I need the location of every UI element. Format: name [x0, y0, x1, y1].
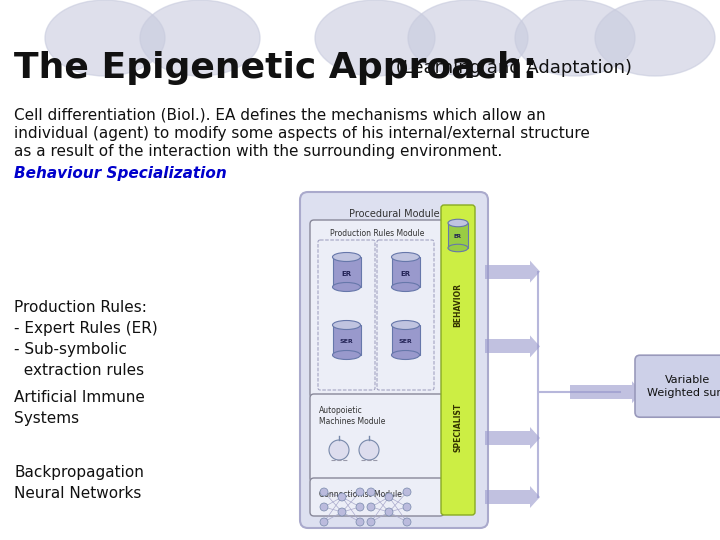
Ellipse shape: [392, 350, 420, 360]
Ellipse shape: [333, 350, 361, 360]
Ellipse shape: [333, 282, 361, 292]
Text: (Learning and Adaptation): (Learning and Adaptation): [390, 59, 632, 77]
Circle shape: [403, 488, 411, 496]
Ellipse shape: [45, 0, 165, 76]
FancyBboxPatch shape: [635, 355, 720, 417]
FancyBboxPatch shape: [448, 223, 468, 248]
Text: ER: ER: [341, 271, 351, 276]
Polygon shape: [530, 261, 540, 282]
Polygon shape: [530, 427, 540, 449]
Text: Artificial Immune
Systems: Artificial Immune Systems: [14, 390, 145, 426]
Circle shape: [385, 493, 393, 501]
FancyBboxPatch shape: [333, 257, 361, 287]
Circle shape: [356, 503, 364, 511]
Text: Connectionist Module: Connectionist Module: [319, 490, 402, 499]
FancyBboxPatch shape: [392, 325, 420, 355]
Circle shape: [338, 493, 346, 501]
Circle shape: [320, 488, 328, 496]
Text: Cell differentiation (Biol.). EA defines the mechanisms which allow an: Cell differentiation (Biol.). EA defines…: [14, 108, 546, 123]
Polygon shape: [530, 335, 540, 357]
Text: SER: SER: [340, 339, 354, 344]
Ellipse shape: [315, 0, 435, 76]
Circle shape: [329, 440, 349, 460]
FancyBboxPatch shape: [485, 490, 530, 504]
FancyBboxPatch shape: [485, 431, 530, 445]
Circle shape: [403, 518, 411, 526]
Circle shape: [320, 518, 328, 526]
Ellipse shape: [392, 282, 420, 292]
FancyBboxPatch shape: [441, 205, 475, 515]
Ellipse shape: [392, 253, 420, 261]
Text: individual (agent) to modify some aspects of his internal/external structure: individual (agent) to modify some aspect…: [14, 126, 590, 141]
Text: Procedural Module: Procedural Module: [348, 209, 439, 219]
Text: .: .: [162, 166, 167, 181]
Polygon shape: [530, 486, 540, 508]
Circle shape: [367, 503, 375, 511]
FancyBboxPatch shape: [333, 325, 361, 355]
FancyBboxPatch shape: [485, 340, 530, 353]
Circle shape: [359, 440, 379, 460]
Ellipse shape: [448, 244, 468, 252]
Ellipse shape: [448, 219, 468, 227]
Ellipse shape: [408, 0, 528, 76]
FancyBboxPatch shape: [392, 257, 420, 287]
Text: SPECIALIST: SPECIALIST: [454, 402, 462, 451]
FancyBboxPatch shape: [485, 265, 530, 279]
Circle shape: [367, 518, 375, 526]
Polygon shape: [632, 381, 642, 403]
Ellipse shape: [595, 0, 715, 76]
Ellipse shape: [515, 0, 635, 76]
Text: Autopoietic
Machines Module: Autopoietic Machines Module: [319, 406, 385, 426]
Text: SER: SER: [399, 339, 413, 344]
Text: ER: ER: [400, 271, 410, 276]
Text: ER: ER: [454, 234, 462, 239]
FancyBboxPatch shape: [310, 478, 444, 516]
FancyBboxPatch shape: [310, 220, 444, 398]
Text: Production Rules:
- Expert Rules (ER)
- Sub-symbolic
  extraction rules: Production Rules: - Expert Rules (ER) - …: [14, 300, 158, 378]
Circle shape: [338, 508, 346, 516]
Text: Production Rules Module: Production Rules Module: [330, 230, 424, 239]
Circle shape: [356, 518, 364, 526]
FancyBboxPatch shape: [300, 192, 488, 528]
FancyBboxPatch shape: [310, 394, 444, 482]
Text: as a result of the interaction with the surrounding environment.: as a result of the interaction with the …: [14, 144, 503, 159]
FancyBboxPatch shape: [570, 385, 632, 399]
Ellipse shape: [140, 0, 260, 76]
Circle shape: [320, 503, 328, 511]
Circle shape: [385, 508, 393, 516]
Circle shape: [367, 488, 375, 496]
Text: Variable
Weighted sum: Variable Weighted sum: [647, 375, 720, 398]
Ellipse shape: [333, 253, 361, 261]
Ellipse shape: [333, 321, 361, 329]
Text: Behaviour Specialization: Behaviour Specialization: [14, 166, 227, 181]
Text: BEHAVIOR: BEHAVIOR: [454, 284, 462, 327]
Text: The Epigenetic Approach:: The Epigenetic Approach:: [14, 51, 537, 85]
Circle shape: [403, 503, 411, 511]
Ellipse shape: [392, 321, 420, 329]
Text: Backpropagation
Neural Networks: Backpropagation Neural Networks: [14, 465, 144, 501]
Circle shape: [356, 488, 364, 496]
